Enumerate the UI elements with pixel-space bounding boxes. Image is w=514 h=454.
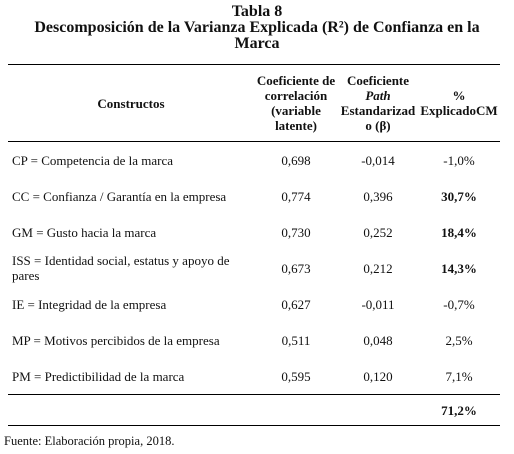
cell xyxy=(338,394,418,426)
cell: 0,595 xyxy=(281,368,311,384)
cell: -0,7% xyxy=(443,296,475,312)
total-value: 71,2% xyxy=(418,394,500,426)
cell: 0,730 xyxy=(281,224,311,240)
cell: 0,252 xyxy=(363,224,393,240)
row-label: PM = Predictibilidad de la marca xyxy=(12,368,185,384)
cell: 18,4% xyxy=(441,224,477,240)
column-header: % ExplicadoCM xyxy=(418,64,500,142)
column-header: Coeficiente Path Estandarizado (β) xyxy=(338,64,418,142)
header-text: Path xyxy=(365,88,391,103)
cell xyxy=(254,394,338,426)
cell: 0,212 xyxy=(363,260,393,276)
cell: 0,774 xyxy=(281,188,311,204)
cell: -0,011 xyxy=(361,296,395,312)
cell xyxy=(8,394,254,426)
cell: 0,511 xyxy=(281,332,311,348)
cell: -1,0% xyxy=(443,152,475,168)
table-row: ISS = Identidad social, estatus y apoyo … xyxy=(8,250,500,286)
row-label: IE = Integridad de la empresa xyxy=(12,296,167,312)
row-label: GM = Gusto hacia la marca xyxy=(12,224,157,240)
table-row: PM = Predictibilidad de la marca 0,595 0,1… xyxy=(8,358,500,395)
table-row: MP = Motivos percibidos de la empresa 0,5… xyxy=(8,322,500,358)
column-header: Constructos xyxy=(8,64,254,142)
table-row: CC = Confianza / Garantía en la empresa 0… xyxy=(8,178,500,214)
cell: -0,014 xyxy=(361,152,395,168)
table-title: Tabla 8 xyxy=(231,3,283,20)
table-row: IE = Integridad de la empresa 0,627 -0,011… xyxy=(8,286,500,322)
header-text: Coeficiente xyxy=(346,73,410,88)
table-row: CP = Competencia de la marca 0,698 -0,014 -… xyxy=(8,142,500,179)
total-row: 71,2% xyxy=(8,394,500,426)
source-note: Fuente: Elaboración propia, 2018. xyxy=(4,434,175,448)
cell: 14,3% xyxy=(441,260,477,276)
cell: 7,1% xyxy=(445,368,473,384)
table-row: GM = Gusto hacia la marca 0,730 0,252 18,4% xyxy=(8,214,500,250)
cell: 0,396 xyxy=(363,188,393,204)
row-label: MP = Motivos percibidos de la empresa xyxy=(12,332,220,348)
row-label: ISS = Identidad social, estatus y apoyo … xyxy=(12,253,230,283)
cell: 2,5% xyxy=(445,332,473,348)
cell: 0,120 xyxy=(363,368,393,384)
cell: 0,048 xyxy=(363,332,393,348)
row-label: CP = Competencia de la marca xyxy=(12,152,173,168)
column-header: Coeficiente de correlación (variable lat… xyxy=(254,64,338,142)
header-text: Estandarizado (β) xyxy=(340,103,416,133)
cell: 0,673 xyxy=(281,260,311,276)
table: Constructos Coeficiente de correlación (… xyxy=(8,64,500,426)
cell: 0,627 xyxy=(281,296,311,312)
header-row: Constructos Coeficiente de correlación (… xyxy=(8,64,500,142)
table-body: CP = Competencia de la marca 0,698 -0,014 -… xyxy=(8,142,500,426)
cell: 30,7% xyxy=(441,188,477,204)
row-label: CC = Confianza / Garantía en la empresa xyxy=(12,188,227,204)
cell: 0,698 xyxy=(281,152,311,168)
table-subtitle: Descomposición de la Varianza Explicada … xyxy=(34,19,480,52)
